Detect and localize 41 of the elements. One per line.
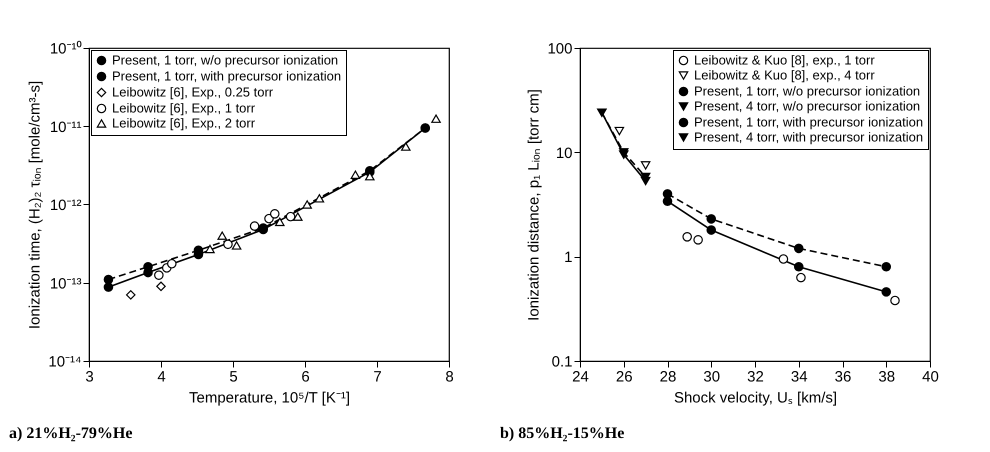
y-tick-label: 10 <box>556 144 572 162</box>
y-axis-title: Ionization distance, p₁ Lᵢₒₙ [torr cm] <box>525 89 542 321</box>
legend-label: Leibowitz [6], Exp., 1 torr <box>112 100 256 116</box>
legend-label: Present, 1 torr, w/o precursor ionization <box>112 52 338 68</box>
text: b) 85%H₂-15%He <box>500 425 624 442</box>
x-tick-label: 8 <box>445 368 454 386</box>
legend-label: Leibowitz [6], Exp., 0.25 torr <box>112 84 274 100</box>
x-tick-label: 26 <box>616 368 633 386</box>
y-tick-label: 10⁻¹² <box>50 197 82 214</box>
x-tick-label: 6 <box>301 368 310 386</box>
x-tick-label: 34 <box>790 368 808 386</box>
x-tick-label: 40 <box>922 368 939 386</box>
x-tick-label: 30 <box>703 368 720 386</box>
legend-label: Present, 1 torr, with precursor ionization <box>112 68 342 84</box>
legend-label: Present, 1 torr, with precursor ionization <box>694 114 924 130</box>
x-tick-label: 7 <box>373 368 382 386</box>
y-tick-label: 10⁻¹⁰ <box>50 40 82 58</box>
x-tick-label: 5 <box>229 368 238 386</box>
x-tick-label: 36 <box>834 368 852 386</box>
text: a) 21%H₂-79%He <box>9 425 132 442</box>
y-tick-label: 100 <box>547 40 572 58</box>
x-tick-label: 4 <box>157 368 166 386</box>
legend-label: Present, 4 torr, with precursor ionization <box>694 130 924 144</box>
x-axis-title: Shock velocity, Uₛ [km/s] <box>674 390 838 406</box>
legend-label: Leibowitz & Kuo [8], exp., 1 torr <box>694 52 876 68</box>
legend-label: Leibowitz [6], Exp., 2 torr <box>112 116 256 130</box>
y-tick-label: 1 <box>564 249 572 266</box>
y-axis-title: Ionization time, (H₂)₂ τᵢₒₙ [mole/cm³-s] <box>26 80 44 330</box>
legend-label: Present, 4 torr, w/o precursor ionization <box>694 98 920 114</box>
y-tick-label: 10⁻¹⁴ <box>48 354 82 370</box>
x-tick-label: 3 <box>85 368 94 386</box>
x-axis-title: Temperature, 10⁵/T [K⁻¹] <box>188 390 350 406</box>
x-tick-label: 32 <box>747 368 764 386</box>
x-tick-label: 24 <box>572 368 589 386</box>
legend-label: Leibowitz & Kuo [8], exp., 4 torr <box>694 68 876 82</box>
y-tick-label: 10⁻¹¹ <box>50 118 82 136</box>
x-tick-label: 38 <box>878 368 896 386</box>
legend-label: Present, 1 torr, w/o precursor ionization <box>694 84 920 98</box>
y-tick-label: 10⁻¹³ <box>50 275 82 292</box>
y-tick-label: 0.1 <box>552 354 572 370</box>
x-tick-label: 28 <box>660 368 676 386</box>
